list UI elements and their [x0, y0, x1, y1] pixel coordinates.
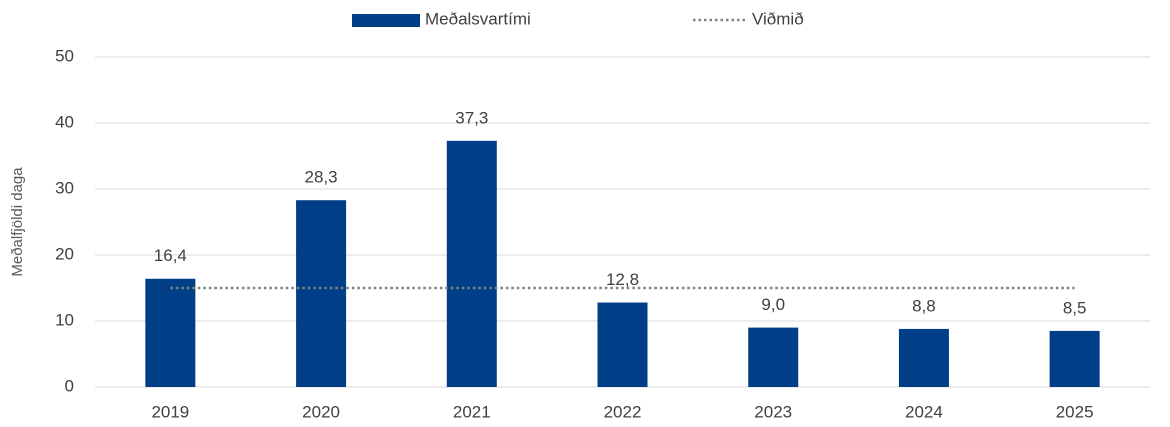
- bar: [446, 140, 497, 387]
- y-axis-label: Meðalfjöldi daga: [9, 167, 26, 277]
- x-tick-label: 2023: [754, 402, 792, 421]
- y-tick-label: 20: [55, 244, 74, 263]
- bar: [597, 302, 648, 387]
- bar: [1049, 330, 1100, 387]
- x-tick-label: 2019: [151, 402, 189, 421]
- legend-swatch: [352, 14, 420, 27]
- y-tick-label: 10: [55, 310, 74, 329]
- x-tick-label: 2022: [604, 402, 642, 421]
- data-label: 28,3: [305, 168, 338, 187]
- data-label: 12,8: [606, 270, 639, 289]
- bar: [748, 327, 799, 387]
- data-label: 16,4: [154, 246, 187, 265]
- x-tick-label: 2020: [302, 402, 340, 421]
- legend-label: Meðalsvartími: [425, 9, 531, 28]
- data-label: 9,0: [761, 295, 785, 314]
- data-label: 8,5: [1063, 298, 1087, 317]
- y-tick-label: 50: [55, 46, 74, 65]
- y-tick-label: 30: [55, 178, 74, 197]
- x-tick-label: 2025: [1056, 402, 1094, 421]
- y-tick-label: 40: [55, 112, 74, 131]
- data-label: 8,8: [912, 296, 936, 315]
- y-tick-label: 0: [65, 376, 74, 395]
- legend-label: Viðmið: [752, 9, 804, 28]
- x-tick-label: 2024: [905, 402, 943, 421]
- x-tick-label: 2021: [453, 402, 491, 421]
- bar: [898, 328, 949, 387]
- bar: [296, 200, 347, 387]
- bar: [145, 278, 196, 387]
- data-label: 37,3: [455, 108, 488, 127]
